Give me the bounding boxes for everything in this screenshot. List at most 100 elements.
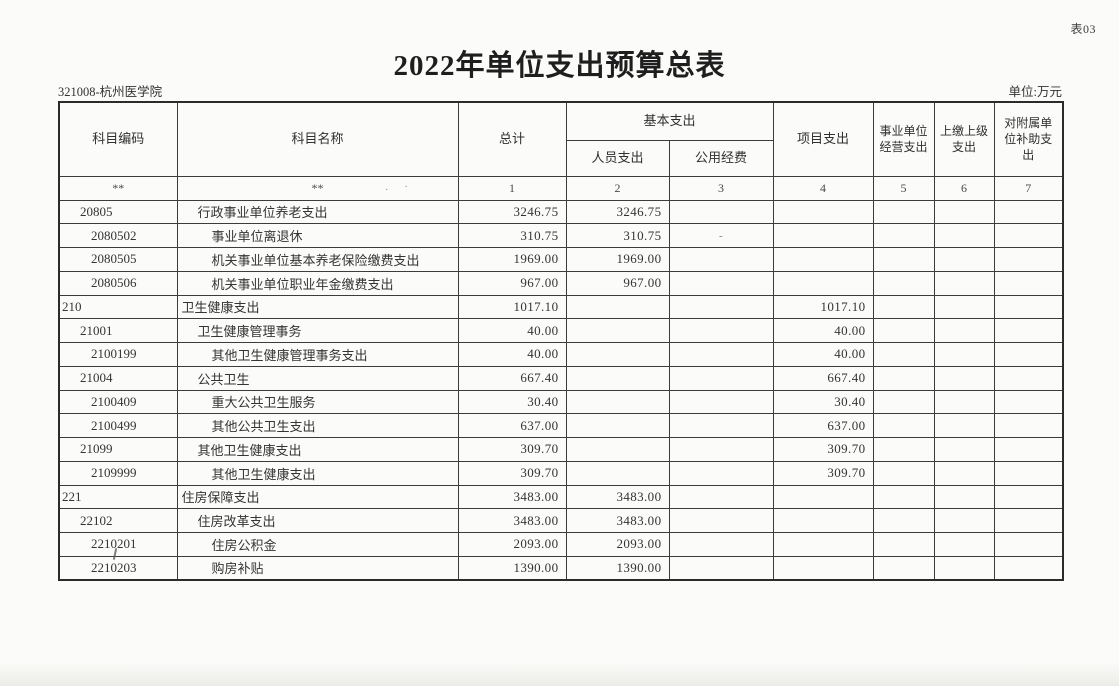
subject-code-cell: 2100499 — [58, 413, 178, 438]
subject-code-cell: 21004 — [58, 365, 178, 391]
subject-code-cell: 2100409 — [58, 389, 178, 415]
project-cell — [772, 223, 874, 248]
table-row: 2100199 其他卫生健康管理事务支出 40.00 40.00 — [58, 342, 1064, 367]
page-title: 2022年单位支出预算总表 — [393, 50, 726, 82]
operating-cell — [872, 270, 935, 296]
operating-cell — [872, 294, 935, 320]
project-cell — [772, 508, 874, 533]
public-funds-cell — [668, 555, 774, 581]
total-cell: 1017.10 — [457, 294, 567, 320]
operating-cell — [872, 199, 935, 225]
total-cell: 30.40 — [457, 389, 567, 415]
personnel-cell: 1969.00 — [565, 247, 670, 272]
operating-cell — [872, 413, 935, 438]
affiliate-subsidy-cell — [993, 413, 1064, 438]
subject-name-cell: 住房改革支出 — [176, 508, 459, 533]
affiliate-subsidy-cell — [993, 365, 1064, 391]
operating-cell — [872, 460, 935, 486]
public-funds-cell: - — [668, 223, 774, 248]
subject-code-cell: 2100199 — [58, 342, 178, 367]
total-cell: 309.70 — [457, 460, 567, 486]
col-header-operating: 事业单位经营支出 — [872, 101, 935, 177]
operating-cell — [872, 318, 935, 343]
public-funds-cell — [668, 532, 774, 557]
subject-code-cell: 2080502 — [58, 223, 178, 248]
operating-cell — [872, 532, 935, 557]
table-row: 21001 卫生健康管理事务 40.00 40.00 — [58, 318, 1064, 343]
affiliate-subsidy-cell — [993, 294, 1064, 320]
public-funds-cell — [668, 294, 774, 320]
col-header-affiliate-subsidy: 对附属单位补助支出 — [993, 101, 1064, 177]
public-funds-cell — [668, 508, 774, 533]
project-cell — [772, 199, 874, 225]
personnel-cell — [565, 294, 670, 320]
col-header-total: 总计 — [457, 101, 567, 177]
table-row: 2100409 重大公共卫生服务 30.40 30.40 — [58, 389, 1064, 415]
subject-code-cell: 21099 — [58, 437, 178, 462]
remit-upper-cell — [933, 460, 995, 486]
table-row: 2080505 机关事业单位基本养老保险缴费支出 1969.00 1969.00 — [58, 247, 1064, 272]
public-funds-cell — [668, 413, 774, 438]
project-cell — [772, 247, 874, 272]
total-cell: 1390.00 — [457, 555, 567, 581]
project-cell: 30.40 — [772, 389, 874, 415]
subject-name-cell: 住房保障支出 — [176, 484, 459, 510]
index-cell: ** . · — [176, 175, 459, 201]
operating-cell — [872, 247, 935, 272]
personnel-cell: 1390.00 — [565, 555, 670, 581]
affiliate-subsidy-cell — [993, 532, 1064, 557]
remit-upper-cell — [933, 508, 995, 533]
project-cell — [772, 484, 874, 510]
table-row: 2210203 购房补贴 1390.00 1390.00 — [58, 555, 1064, 581]
subject-name-cell: 住房公积金 — [176, 532, 459, 557]
scan-artifact-dots: . · — [385, 181, 415, 193]
subject-name-cell: 其他卫生健康支出 — [176, 437, 459, 462]
personnel-cell: 967.00 — [565, 270, 670, 296]
affiliate-subsidy-cell — [993, 247, 1064, 272]
table-row: 22102 住房改革支出 3483.00 3483.00 — [58, 508, 1064, 533]
table-row: 221 住房保障支出 3483.00 3483.00 — [58, 484, 1064, 510]
col-header-remit-upper: 上缴上级支出 — [933, 101, 995, 177]
project-cell: 309.70 — [772, 437, 874, 462]
total-cell: 667.40 — [457, 365, 567, 391]
budget-table: 科目编码 科目名称 总计 基本支出 项目支出 事业单位经营支出 上缴上级支出 对… — [58, 101, 1065, 581]
col-header-basic-expenditure: 基本支出 — [565, 101, 774, 141]
table-row: 21004 公共卫生 667.40 667.40 — [58, 365, 1064, 391]
table-row: 20805 行政事业单位养老支出 3246.75 3246.75 — [58, 199, 1064, 225]
personnel-cell — [565, 460, 670, 486]
remit-upper-cell — [933, 389, 995, 415]
total-cell: 310.75 — [457, 223, 567, 248]
personnel-cell — [565, 318, 670, 343]
affiliate-subsidy-cell — [993, 484, 1064, 510]
subject-code-cell: 2210203 — [58, 555, 178, 581]
subject-name-cell: 其他卫生健康管理事务支出 — [176, 342, 459, 367]
project-cell: 309.70 — [772, 460, 874, 486]
subject-code-cell: 221 — [58, 484, 178, 510]
table-row: 2080506 机关事业单位职业年金缴费支出 967.00 967.00 — [58, 270, 1064, 296]
public-funds-cell — [668, 460, 774, 486]
subject-name-cell: 机关事业单位职业年金缴费支出 — [176, 270, 459, 296]
public-funds-cell — [668, 365, 774, 391]
project-cell — [772, 270, 874, 296]
subject-name-cell: 公共卫生 — [176, 365, 459, 391]
operating-cell — [872, 437, 935, 462]
affiliate-subsidy-cell — [993, 199, 1064, 225]
remit-upper-cell — [933, 484, 995, 510]
affiliate-subsidy-cell — [993, 437, 1064, 462]
subject-name-cell: 购房补贴 — [176, 555, 459, 581]
total-cell: 309.70 — [457, 437, 567, 462]
public-funds-cell — [668, 247, 774, 272]
total-cell: 3483.00 — [457, 484, 567, 510]
table-row: 2100499 其他公共卫生支出 637.00 637.00 — [58, 413, 1064, 438]
index-cell: 4 — [772, 175, 874, 201]
operating-cell — [872, 223, 935, 248]
personnel-cell — [565, 389, 670, 415]
total-cell: 3246.75 — [457, 199, 567, 225]
remit-upper-cell — [933, 223, 995, 248]
col-header-public-funds: 公用经费 — [668, 139, 774, 177]
subject-code-cell: 2080505 — [58, 247, 178, 272]
personnel-cell — [565, 365, 670, 391]
subject-name-cell: 其他卫生健康支出 — [176, 460, 459, 486]
col-header-subject-code: 科目编码 — [58, 101, 178, 177]
index-cell: 5 — [872, 175, 935, 201]
